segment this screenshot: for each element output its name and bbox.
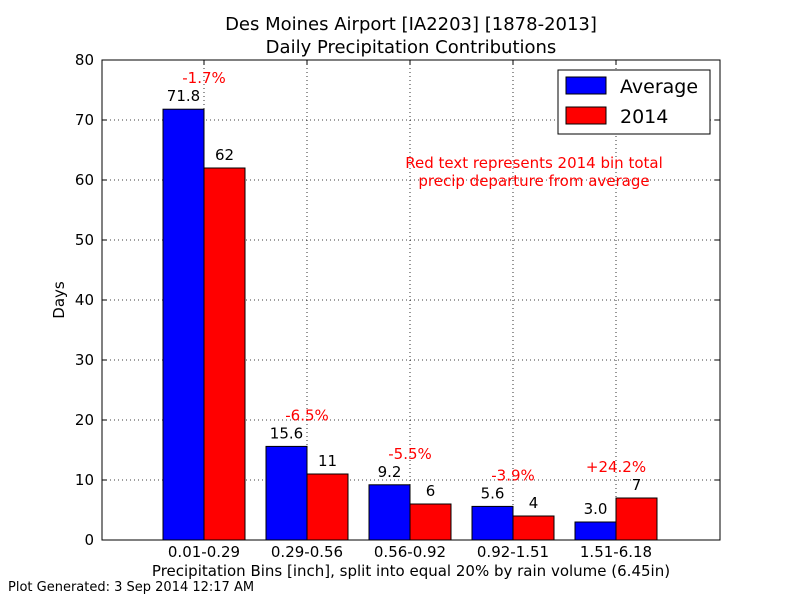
legend-swatch-2014 [565,106,607,125]
y-axis-label: Days [50,281,68,319]
grid-lines [102,60,720,540]
x-tick-label: 0.29-0.56 [271,543,343,561]
bar-value-label: 4 [529,494,539,512]
bar-average [368,484,411,541]
legend-swatch-average [565,76,607,95]
annotation-line-2: precip departure from average [418,172,649,190]
departure-label: -5.5% [388,445,432,463]
bars [162,108,658,541]
departure-label: -1.7% [182,69,226,87]
bar-2014 [306,473,349,541]
bar-value-label: 71.8 [167,87,200,105]
bar-value-label: 5.6 [481,484,505,502]
y-tick-label: 20 [75,411,94,429]
chart-subtitle: Daily Precipitation Contributions [266,37,557,58]
y-tick-label: 10 [75,471,94,489]
plot-frame [101,59,721,541]
annotation-line-1: Red text represents 2014 bin total [405,154,663,172]
chart-title: Des Moines Airport [IA2203] [1878-2013] [225,14,597,35]
x-tick-label: 0.01-0.29 [168,543,240,561]
bar-value-label: 3.0 [584,500,608,518]
y-tick-label: 60 [75,171,94,189]
x-tick-label: 0.56-0.92 [374,543,446,561]
y-tick-label: 70 [75,111,94,129]
bar-average [265,445,308,541]
legend-label-2014: 2014 [620,106,668,128]
x-axis-label: Precipitation Bins [inch], split into eq… [152,562,670,580]
bar-2014 [512,515,555,541]
bar-value-label: 62 [215,146,234,164]
x-tick-label: 0.92-1.51 [477,543,549,561]
bar-2014 [615,497,658,541]
departure-label: +24.2% [586,458,646,476]
plot-generated-footer: Plot Generated: 3 Sep 2014 12:17 AM [8,580,254,595]
y-tick-label: 80 [75,51,94,69]
y-tick-label: 0 [84,531,94,549]
x-axis-ticks: 0.01-0.29 0.29-0.56 0.56-0.92 0.92-1.51 1.51… [168,60,652,561]
bar-average [574,521,617,541]
legend: Average 2014 [557,69,711,135]
bar-value-label: 7 [632,476,642,494]
bar-2014 [409,503,452,541]
y-axis-ticks: 0 10 20 30 40 50 60 70 80 [75,51,720,549]
legend-label-average: Average [620,76,698,98]
bar-2014 [203,167,246,541]
y-tick-label: 40 [75,291,94,309]
bar-labels: 71.8 62 -1.7% 15.6 11 -6.5% 9.2 6 -5.5% 5.6 4 -3.9%… [167,69,646,518]
bar-value-label: 9.2 [378,463,402,481]
y-tick-label: 50 [75,231,94,249]
bar-value-label: 6 [426,482,436,500]
bar-value-label: 15.6 [270,424,303,442]
x-tick-label: 1.51-6.18 [580,543,652,561]
y-tick-label: 30 [75,351,94,369]
departure-label: -3.9% [491,466,535,484]
bar-value-label: 11 [318,452,337,470]
departure-label: -6.5% [285,406,329,424]
bar-average [162,108,205,541]
bar-average [471,505,514,541]
